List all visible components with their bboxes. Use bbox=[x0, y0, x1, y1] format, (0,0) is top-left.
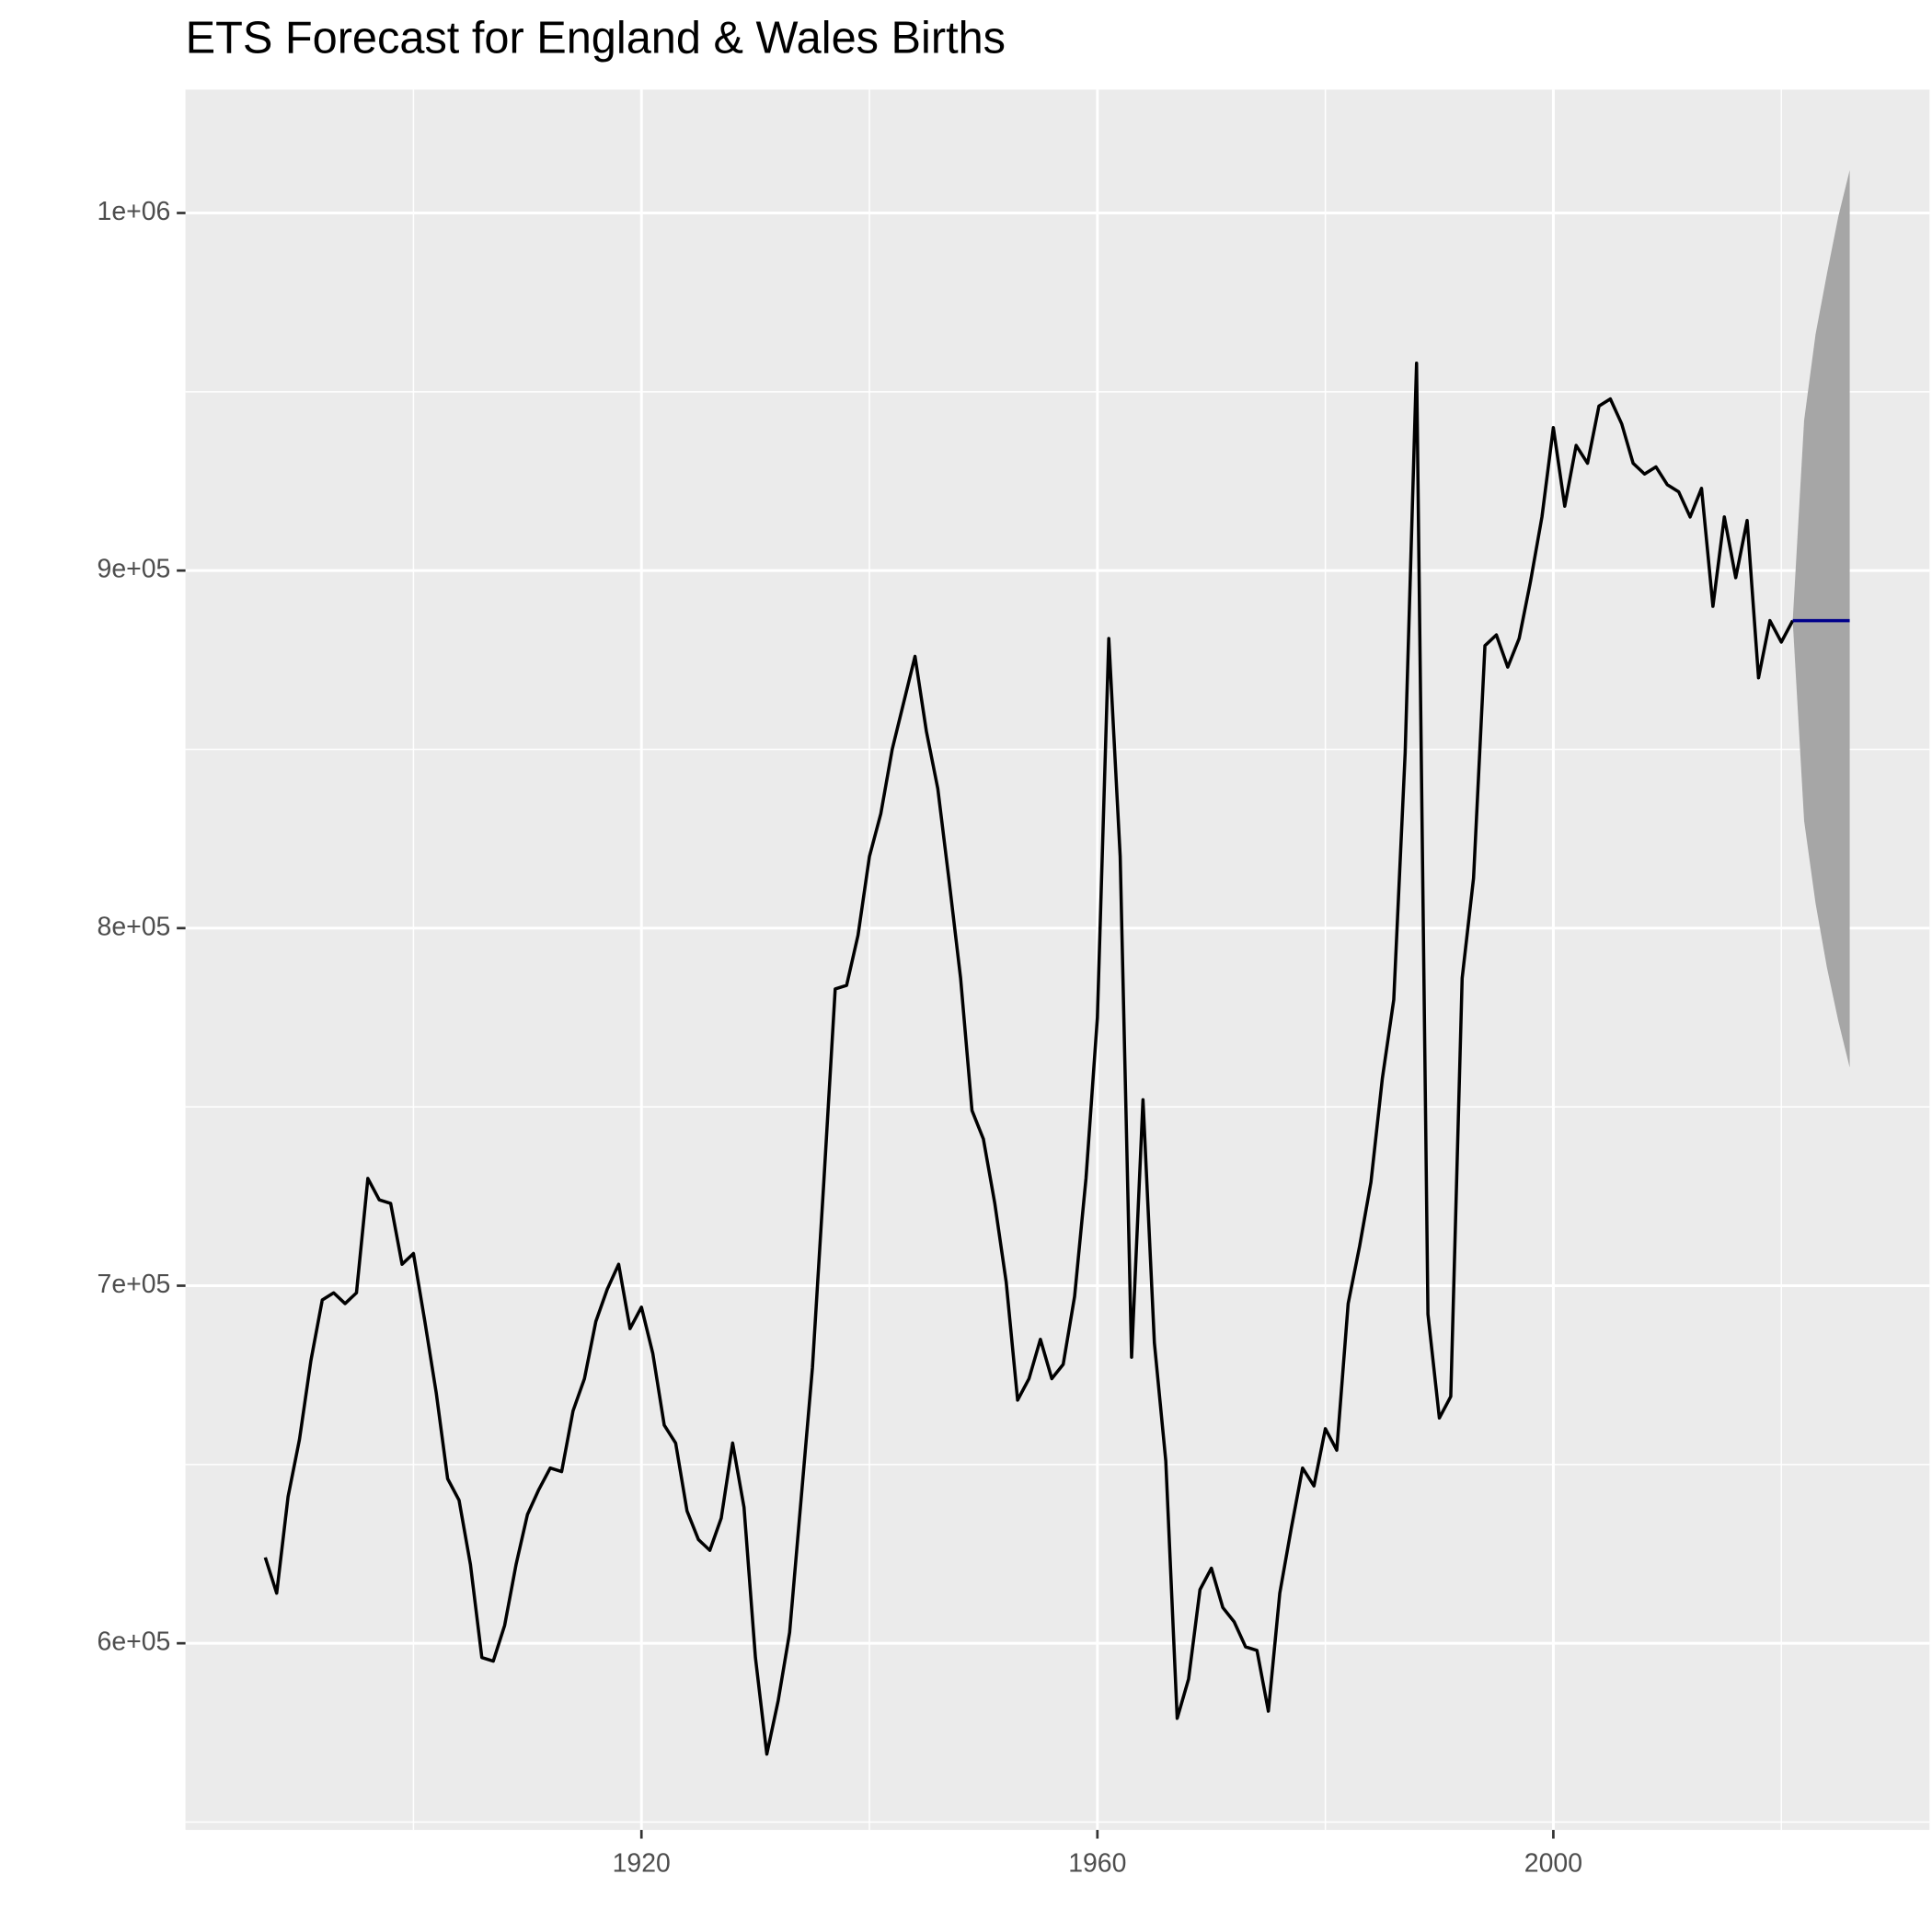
plot-panel bbox=[185, 89, 1930, 1831]
x-tick-label: 1920 bbox=[613, 1848, 671, 1878]
x-tick-label: 1960 bbox=[1068, 1848, 1126, 1878]
forecast-interval bbox=[1792, 169, 1850, 1068]
history-line bbox=[263, 361, 1795, 1756]
x-tick-label: 2000 bbox=[1524, 1848, 1582, 1878]
chart-title: ETS Forecast for England & Wales Births bbox=[186, 14, 1006, 63]
y-tick-label: 8e+05 bbox=[98, 912, 171, 941]
y-tick-label: 7e+05 bbox=[98, 1270, 171, 1299]
y-tick-label: 6e+05 bbox=[98, 1627, 171, 1657]
y-tick-label: 9e+05 bbox=[98, 555, 171, 584]
y-tick-label: 1e+06 bbox=[98, 197, 171, 226]
